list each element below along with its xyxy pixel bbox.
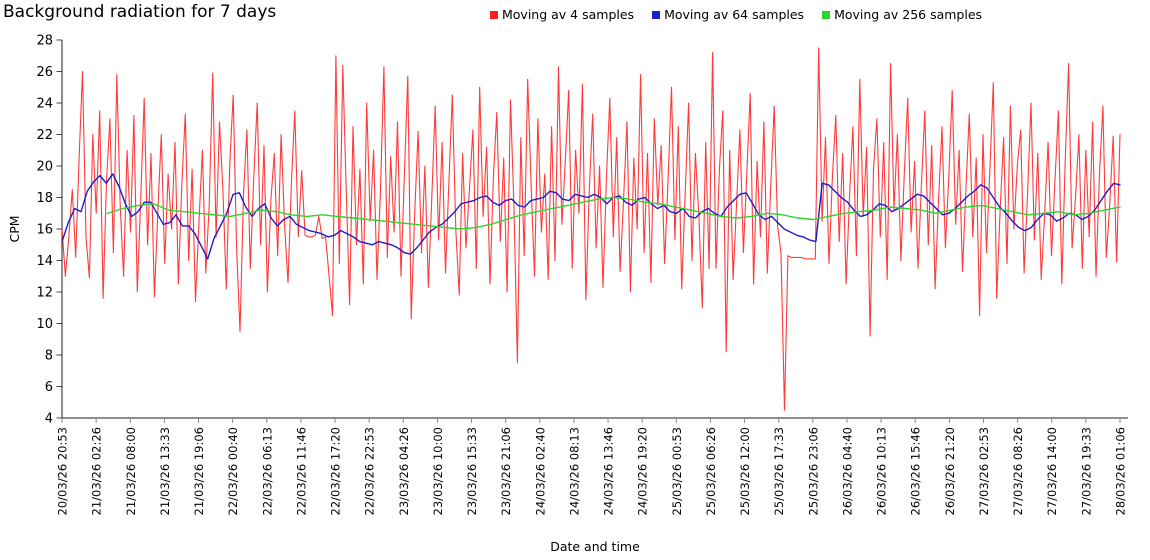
y-tick-label: 4 [45, 412, 53, 427]
y-tick-label: 14 [36, 254, 53, 269]
x-tick-label: 25/03/26 00:53 [670, 427, 684, 515]
x-tick-label: 25/03/26 06:26 [704, 427, 718, 515]
y-tick-label: 16 [36, 223, 53, 238]
y-tick-label: 12 [36, 286, 53, 301]
x-tick-label: 26/03/26 10:13 [875, 427, 889, 515]
legend-label: Moving av 4 samples [502, 7, 635, 22]
series-line-moving-av-64-samples [61, 173, 1121, 260]
x-tick-label: 24/03/26 02:40 [533, 427, 547, 515]
y-tick-label: 6 [45, 380, 53, 395]
x-tick-label: 27/03/26 14:00 [1045, 427, 1059, 515]
legend-label: Moving av 256 samples [834, 7, 983, 22]
y-tick-label: 24 [36, 97, 53, 112]
x-tick-label: 21/03/26 19:06 [192, 427, 206, 515]
legend-label: Moving av 64 samples [664, 7, 805, 22]
x-tick-label: 22/03/26 00:40 [226, 427, 240, 515]
x-tick-label: 22/03/26 11:46 [294, 427, 308, 515]
series-line-moving-av-256-samples [106, 196, 1121, 230]
x-tick-label: 20/03/26 20:53 [56, 427, 70, 515]
x-tick-label: 28/03/26 01:06 [1114, 427, 1128, 515]
y-tick-label: 18 [36, 191, 53, 206]
x-tick-label: 23/03/26 21:06 [499, 427, 513, 515]
y-tick-label: 22 [36, 128, 53, 143]
x-tick-label: 21/03/26 02:26 [90, 427, 104, 515]
legend-item-3: Moving av 256 samples [822, 7, 982, 22]
y-tick-label: 10 [36, 317, 53, 332]
x-tick-label: 27/03/26 02:53 [977, 427, 991, 515]
x-tick-label: 27/03/26 08:26 [1011, 427, 1025, 515]
x-tick-label: 27/03/26 19:33 [1079, 427, 1093, 515]
series-line-moving-av-4-samples [61, 47, 1121, 411]
x-tick-label: 26/03/26 21:20 [943, 427, 957, 515]
legend-swatch [822, 10, 831, 19]
x-tick-label: 23/03/26 15:33 [465, 427, 479, 515]
y-tick-label: 26 [36, 65, 53, 80]
legend-swatch [652, 10, 661, 19]
x-tick-label: 25/03/26 23:06 [806, 427, 820, 515]
x-tick-label: 26/03/26 15:46 [909, 427, 923, 515]
x-axis-title: Date and time [550, 539, 640, 554]
x-tick-label: 21/03/26 08:00 [124, 427, 138, 515]
x-tick-label: 22/03/26 06:13 [260, 427, 274, 515]
x-tick-label: 25/03/26 17:33 [772, 427, 786, 515]
x-tick-label: 23/03/26 10:00 [431, 427, 445, 515]
legend-item-2: Moving av 64 samples [652, 7, 804, 22]
x-tick-label: 22/03/26 17:20 [329, 427, 343, 515]
x-tick-label: 26/03/26 04:40 [840, 427, 854, 515]
y-tick-label: 20 [36, 160, 53, 175]
x-tick-label: 24/03/26 19:20 [636, 427, 650, 515]
chart-legend: Moving av 4 samples Moving av 64 samples M… [490, 7, 982, 22]
y-tick-label: 8 [45, 349, 53, 364]
y-tick-label: 28 [36, 34, 53, 49]
y-axis-title: CPM [7, 215, 22, 242]
legend-item-1: Moving av 4 samples [490, 7, 634, 22]
x-tick-label: 24/03/26 13:46 [602, 427, 616, 515]
x-tick-label: 23/03/26 04:26 [397, 427, 411, 515]
x-tick-label: 22/03/26 22:53 [363, 427, 377, 515]
chart-title: Background radiation for 7 days [3, 2, 277, 22]
legend-swatch [490, 10, 498, 19]
x-tick-label: 25/03/26 12:00 [738, 427, 752, 515]
x-tick-label: 24/03/26 08:13 [567, 427, 581, 515]
x-tick-label: 21/03/26 13:33 [158, 427, 172, 515]
